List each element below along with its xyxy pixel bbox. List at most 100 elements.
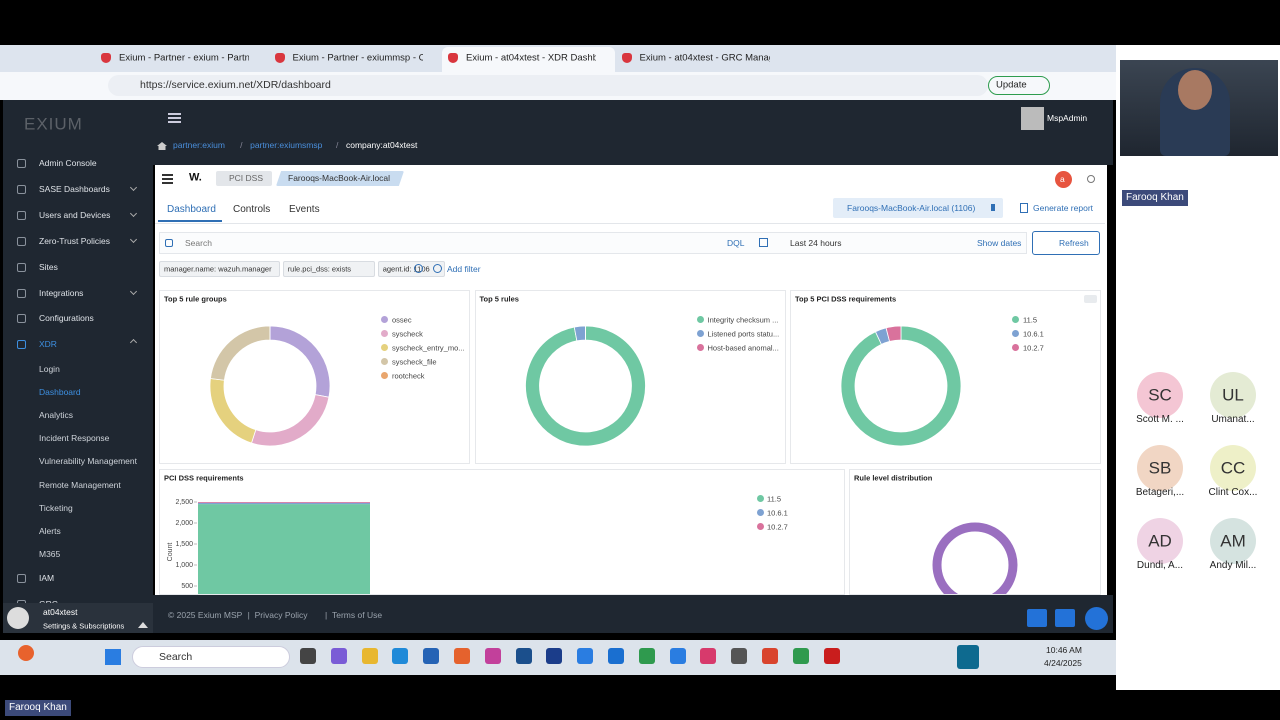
participant-avatar[interactable] [1137,518,1183,564]
add-filter-icon [433,264,442,273]
refresh-button[interactable] [1032,231,1100,255]
sidebar [3,100,153,633]
dql-toggle[interactable]: DQL [727,237,745,248]
dashboard-tab[interactable]: Controls [233,204,271,215]
panel [790,290,1101,464]
taskbar-app[interactable] [638,648,655,664]
sidebar-item[interactable]: Admin Console [39,157,97,168]
taskbar-app[interactable] [454,648,470,664]
sidebar-item[interactable]: Sites [39,261,58,272]
xdr-item[interactable]: Ticketing [39,502,73,513]
legend-swatch [381,344,388,351]
participant-avatar[interactable] [1210,372,1256,418]
hamburger-line [168,121,181,123]
taskbar-app[interactable] [423,648,440,664]
filter-pill[interactable] [377,261,446,277]
update-label: Update [996,79,1027,91]
xdr-item[interactable]: Alerts [39,525,61,536]
taskbar-app[interactable] [700,648,717,664]
taskbar-app[interactable] [300,648,316,664]
tab-title[interactable]: Exium - at04xtest - XDR Dashboar [466,53,596,63]
taskbar-search-label: Search [159,650,193,663]
tab-title[interactable]: Exium - Partner - exium - Partners [119,53,249,63]
taskbar-app[interactable] [792,648,809,664]
filter-pill[interactable] [159,261,280,277]
menu-line [162,182,173,184]
xdr-item[interactable]: Incident Response [39,433,110,444]
clock-date: 4/24/2025 [1044,657,1082,668]
taskbar-app[interactable] [484,648,501,664]
panel-title: Rule level distribution [854,473,933,483]
footer-separator: | [325,609,328,620]
search-input[interactable]: Search [185,237,212,248]
legend-label: ossec [392,315,412,325]
taskbar-app[interactable] [577,648,594,664]
add-filter[interactable]: Add filter [447,263,481,274]
filter-pill[interactable] [282,261,375,277]
participant-avatar[interactable] [1210,518,1256,564]
legend-label: Integrity checksum ... [707,315,779,325]
taskbar-app[interactable] [546,648,563,664]
avatar-badge [1055,171,1072,188]
mic-button[interactable] [957,645,979,669]
menu-line [162,178,173,180]
taskbar-app[interactable] [669,648,686,664]
crumb: Farooqs-MacBook-Air.local [288,172,391,183]
user-name: MspAdmin [1047,112,1088,123]
panel-title: Top 5 rule groups [164,294,227,304]
legend-swatch [696,330,704,337]
taskbar-app[interactable] [762,648,778,664]
tab-title[interactable]: Exium - Partner - exiummsp - Con [292,53,423,63]
sidebar-item[interactable]: XDR [39,339,57,350]
time-range[interactable]: Last 24 hours [790,237,842,248]
legend-label: Listened ports statu... [707,329,780,339]
crumb[interactable]: PCI DSS [229,172,264,183]
legend-label: 10.6.1 [767,508,788,518]
update-button[interactable] [988,76,1050,95]
taskbar-search[interactable] [132,646,290,668]
show-dates[interactable]: Show dates [977,237,1022,248]
legend-swatch [1012,330,1019,337]
breadcrumb-item[interactable]: partner:exium [173,139,225,150]
xdr-item[interactable]: M365 [39,548,61,559]
sidebar-item[interactable]: SASE Dashboards [39,183,110,194]
taskbar-app[interactable] [515,648,532,664]
sidebar-item[interactable]: IAM [39,572,55,583]
taskbar-app[interactable] [608,648,624,664]
sidebar-icon [17,574,26,583]
taskbar-app[interactable] [731,648,748,664]
tab-title[interactable]: Exium - at04xtest - GRC Manage [639,53,770,63]
chat-button[interactable] [1085,607,1108,630]
calendar-icon [759,238,768,247]
taskbar-app[interactable] [330,648,347,664]
sidebar-item[interactable]: Users and Devices [39,209,111,220]
participant-avatar[interactable] [1210,445,1256,491]
footer-item[interactable]: Privacy Policy [254,609,308,620]
xdr-item[interactable]: Remote Management [39,479,121,490]
footer-button[interactable] [1027,609,1047,627]
taskbar-app[interactable] [392,648,409,664]
taskbar-app[interactable] [823,648,840,664]
generate-report[interactable]: Generate report [1033,202,1094,213]
taskbar-app[interactable] [361,648,378,664]
footer-item[interactable]: Terms of Use [332,609,383,620]
xdr-item[interactable]: Analytics [39,409,74,420]
tab-divider [155,223,1105,224]
participant-avatar[interactable] [1137,372,1183,418]
dashboard-tab[interactable]: Events [289,204,320,215]
legend-label: 10.6.1 [1023,329,1044,339]
dashboard-tab[interactable]: Dashboard [167,204,216,215]
sidebar-item[interactable]: Configurations [39,313,94,324]
participant-name: Umanat... [1211,414,1255,425]
breadcrumb-item[interactable]: partner:exiumsmsp [250,139,323,150]
xdr-item[interactable]: Dashboard [39,386,81,397]
sidebar-icon [17,340,26,350]
presenter-label: Farooq Khan [1122,190,1188,206]
xdr-item[interactable]: Login [39,363,60,374]
sidebar-item[interactable]: Zero-Trust Policies [39,235,111,246]
sidebar-item[interactable]: Integrations [39,287,84,298]
participant-avatar[interactable] [1137,445,1183,491]
footer-button[interactable] [1055,609,1075,627]
xdr-item[interactable]: Vulnerability Management [39,456,137,467]
